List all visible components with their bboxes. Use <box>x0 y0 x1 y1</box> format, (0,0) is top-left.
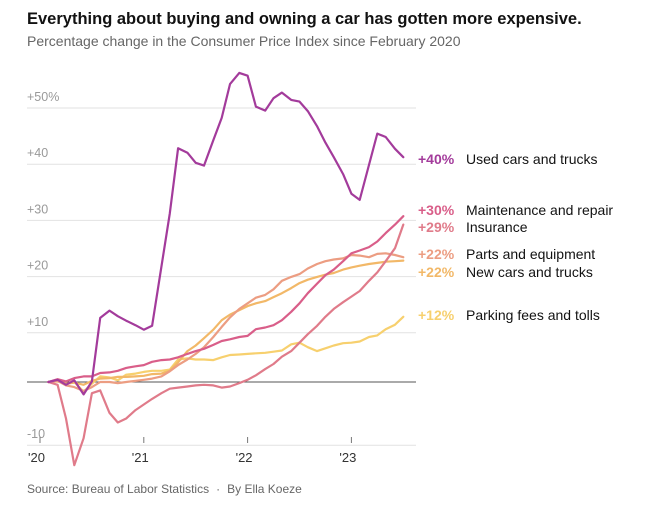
x-tick-label-3: '23 <box>339 450 356 465</box>
series-line-maintenance-and-repair <box>47 215 405 384</box>
y-tick-label-5: +50% <box>27 90 59 104</box>
series-line-new-cars-and-trucks <box>47 259 405 386</box>
series-name-maintenance-and-repair: Maintenance and repair <box>466 202 613 218</box>
series-line-insurance <box>47 223 405 467</box>
y-tick-label-4: +40 <box>27 146 48 160</box>
series-name-parts-and-equipment: Parts and equipment <box>466 246 595 262</box>
series-line-parking-fees-and-tolls <box>47 315 405 393</box>
footer-separator: · <box>216 482 221 496</box>
y-tick-label-0: -10 <box>27 427 45 441</box>
x-tick-label-2: '22 <box>236 450 253 465</box>
series-value-maintenance-and-repair: +30% <box>418 202 455 218</box>
y-tick-label-2: +20 <box>27 259 48 273</box>
byline-text: By Ella Koeze <box>227 482 302 496</box>
series-lines <box>47 71 405 467</box>
series-value-parts-and-equipment: +22% <box>418 246 455 262</box>
series-line-used-cars-and-trucks <box>47 71 405 396</box>
series-value-parking-fees-and-tolls: +12% <box>418 307 455 323</box>
source-text: Source: Bureau of Labor Statistics <box>27 482 210 496</box>
series-line-parts-and-equipment <box>47 252 405 393</box>
y-tick-label-3: +30 <box>27 202 48 216</box>
series-name-used-cars-and-trucks: Used cars and trucks <box>466 151 598 167</box>
y-tick-label-1: +10 <box>27 315 48 329</box>
footer: Source: Bureau of Labor Statistics · By El… <box>27 482 302 496</box>
series-name-new-cars-and-trucks: New cars and trucks <box>466 264 593 280</box>
series-name-parking-fees-and-tolls: Parking fees and tolls <box>466 307 600 323</box>
series-value-used-cars-and-trucks: +40% <box>418 151 455 167</box>
x-tick-label-0: '20 <box>28 450 45 465</box>
series-name-insurance: Insurance <box>466 219 528 235</box>
series-value-new-cars-and-trucks: +22% <box>418 264 455 280</box>
x-tick-label-1: '21 <box>132 450 149 465</box>
chart-title: Everything about buying and owning a car… <box>27 10 582 28</box>
x-axis: '20 '21 '22 '23 <box>28 437 356 465</box>
series-labels: +40% Used cars and trucks +30% Maintenance … <box>418 151 613 323</box>
gridlines: -10 +10 +20 +30 +40 +50% <box>27 90 416 446</box>
series-value-insurance: +29% <box>418 219 455 235</box>
chart-subtitle: Percentage change in the Consumer Price … <box>27 33 461 49</box>
